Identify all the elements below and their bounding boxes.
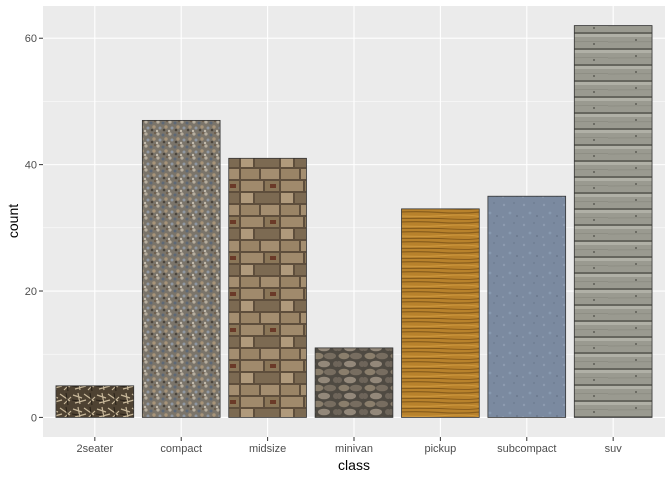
bars xyxy=(55,25,653,418)
bar-suv xyxy=(573,25,653,418)
bar-subcompact xyxy=(487,195,567,418)
y-tick-label: 60 xyxy=(25,33,37,45)
x-tick-label-midsize: midsize xyxy=(249,443,286,455)
y-axis: 0 20 40 60 xyxy=(25,33,43,424)
x-tick-label-subcompact: subcompact xyxy=(497,443,556,455)
bar-pickup xyxy=(401,208,480,418)
x-axis: 2seater compact midsize minivan pickup subcom… xyxy=(76,437,622,455)
x-tick-label-pickup: pickup xyxy=(424,443,456,455)
y-tick-label: 40 xyxy=(25,160,37,172)
x-tick-label-2seater: 2seater xyxy=(76,443,113,455)
y-axis-title: count xyxy=(5,204,21,238)
bar-midsize xyxy=(228,157,307,418)
y-tick-label: 20 xyxy=(25,286,37,298)
bar-2seater xyxy=(55,385,135,418)
x-axis-title: class xyxy=(338,457,370,473)
x-tick-label-suv: suv xyxy=(605,443,623,455)
bar-compact xyxy=(141,119,221,418)
x-tick-label-compact: compact xyxy=(160,443,202,455)
bar-minivan xyxy=(314,347,394,418)
y-tick-label: 0 xyxy=(31,412,37,424)
x-tick-label-minivan: minivan xyxy=(335,443,373,455)
